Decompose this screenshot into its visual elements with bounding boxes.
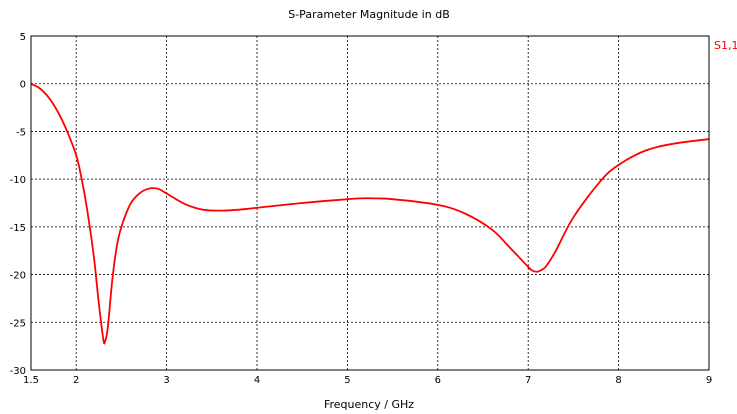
x-tick-label: 6: [435, 375, 441, 386]
x-tick-label: 8: [615, 375, 621, 386]
x-tick-label: 7: [525, 375, 531, 386]
y-tick-label: -25: [10, 318, 26, 329]
legend: S1,1: [714, 39, 737, 52]
y-tick-label: 5: [20, 32, 26, 43]
y-tick-label: -20: [10, 271, 26, 282]
legend-entry-s11: S1,1: [714, 39, 737, 52]
plot-frame: [30, 35, 710, 371]
chart-title: S-Parameter Magnitude in dB: [288, 8, 450, 21]
y-tick-label: -30: [10, 366, 26, 377]
series-line-s11: [30, 82, 710, 345]
x-tick-label: 2: [73, 375, 79, 386]
grid-layer: [31, 36, 709, 370]
y-tick-label: -15: [10, 223, 26, 234]
y-tick-label: 0: [20, 80, 26, 91]
tick-label-layer: 1.5 2 3 4 5 6 7 8 9 5 0 -5 -10 -15 -20 -25 -30: [10, 32, 713, 386]
x-tick-label: 4: [254, 375, 260, 386]
y-tick-label: -10: [10, 175, 26, 186]
y-tick-label: -5: [16, 127, 26, 138]
x-axis-title: Frequency / GHz: [324, 398, 414, 411]
x-tick-label: 1.5: [23, 375, 39, 386]
x-tick-label: 5: [344, 375, 350, 386]
x-tick-label: 9: [706, 375, 712, 386]
x-tick-label: 3: [163, 375, 169, 386]
series-layer: [30, 82, 710, 345]
